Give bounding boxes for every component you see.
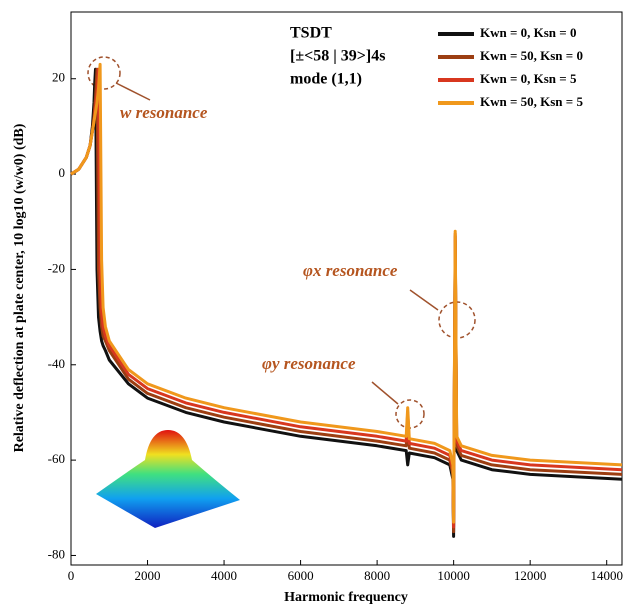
plot-frame bbox=[70, 11, 623, 566]
mode-shape-icon bbox=[96, 430, 240, 528]
x-tick-label: 14000 bbox=[590, 568, 623, 583]
legend-label: Kwn = 50, Ksn = 0 bbox=[480, 48, 583, 63]
x-axis-label: Harmonic frequency bbox=[284, 590, 408, 605]
series-line bbox=[70, 62, 623, 524]
y-tick-label: -40 bbox=[48, 356, 65, 371]
y-tick-label: 0 bbox=[59, 165, 66, 180]
x-tick-label: 8000 bbox=[364, 568, 390, 583]
x-tick-label: 4000 bbox=[211, 568, 237, 583]
annotation: φy resonance bbox=[262, 354, 356, 373]
annotation: TSDT bbox=[290, 25, 332, 42]
y-tick-label: -20 bbox=[48, 260, 65, 275]
y-tick-label: -80 bbox=[48, 546, 65, 561]
annotation: w resonance bbox=[120, 103, 208, 122]
legend-label: Kwn = 50, Ksn = 5 bbox=[480, 94, 583, 109]
legend-label: Kwn = 0, Ksn = 0 bbox=[480, 25, 576, 40]
arrow bbox=[115, 82, 151, 101]
arrow bbox=[371, 381, 399, 405]
annotation: φx resonance bbox=[303, 261, 398, 280]
x-tick-label: 6000 bbox=[288, 568, 314, 583]
arrow bbox=[409, 289, 439, 311]
x-tick-label: 2000 bbox=[135, 568, 161, 583]
annotation: mode (1,1) bbox=[290, 71, 362, 88]
x-tick-label: 10000 bbox=[437, 568, 470, 583]
y-tick-label: -60 bbox=[48, 451, 65, 466]
x-tick-label: 0 bbox=[68, 568, 75, 583]
highlight-circle bbox=[87, 56, 121, 90]
y-tick-label: 20 bbox=[52, 70, 65, 85]
x-tick-label: 12000 bbox=[514, 568, 547, 583]
annotation: [±<58 | 39>]4s bbox=[290, 48, 385, 65]
y-axis-label: Relative deflection at plate center, 10 … bbox=[12, 123, 27, 452]
legend-label: Kwn = 0, Ksn = 5 bbox=[480, 71, 577, 86]
